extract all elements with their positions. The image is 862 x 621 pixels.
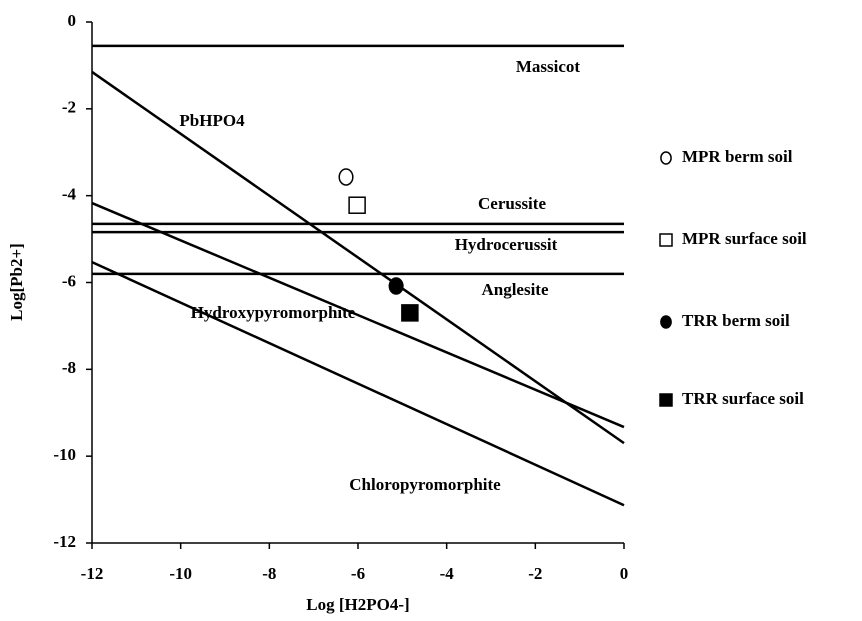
data-point [348, 196, 366, 214]
data-point [338, 168, 354, 186]
region-label: Hydrocerussit [455, 235, 558, 254]
x-tick-label: -4 [440, 564, 455, 583]
y-tick-label: -4 [62, 185, 77, 204]
boundary-line [91, 201, 625, 429]
legend-marker [659, 233, 673, 247]
region-label: Massicot [516, 57, 581, 76]
data-point [401, 304, 419, 322]
boundary-line [91, 260, 625, 507]
x-tick-label: -6 [351, 564, 365, 583]
y-axis-title: Log[Pb2+] [7, 243, 26, 321]
legend-marker [660, 315, 672, 329]
x-tick-label: -2 [528, 564, 542, 583]
y-tick-label: -8 [62, 358, 76, 377]
legend-marker [659, 393, 673, 407]
region-label: Anglesite [481, 280, 549, 299]
y-tick-label: -10 [53, 445, 76, 464]
y-tick-label: -12 [53, 532, 76, 551]
y-tick-label: 0 [68, 11, 77, 30]
x-tick-label: -12 [81, 564, 104, 583]
data-point [388, 277, 404, 295]
legend-marker [660, 151, 672, 165]
region-label: PbHPO4 [179, 111, 245, 130]
y-tick-label: -2 [62, 98, 76, 117]
legend-label: TRR surface soil [682, 389, 804, 408]
x-tick-label: -8 [262, 564, 276, 583]
region-label: Hydroxypyromorphite [191, 303, 356, 322]
x-tick-label: 0 [620, 564, 629, 583]
y-tick-label: -6 [62, 271, 76, 290]
region-label: Chloropyromorphite [349, 475, 501, 494]
boundary-line [91, 70, 625, 445]
legend-label: MPR surface soil [682, 229, 807, 248]
legend-label: MPR berm soil [682, 147, 793, 166]
x-tick-label: -10 [169, 564, 192, 583]
x-axis-title: Log [H2PO4-] [306, 595, 409, 614]
region-label: Cerussite [478, 194, 546, 213]
legend-label: TRR berm soil [682, 311, 790, 330]
